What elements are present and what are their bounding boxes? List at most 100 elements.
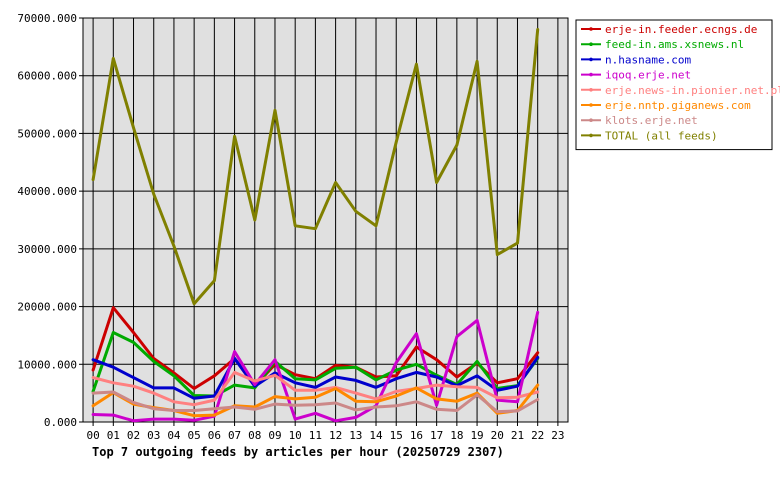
x-tick-label: 20	[491, 429, 504, 442]
data-point	[455, 375, 459, 379]
data-point	[516, 395, 519, 399]
data-point	[172, 374, 176, 378]
data-point	[172, 409, 176, 412]
data-point	[172, 371, 176, 375]
data-point	[132, 331, 135, 334]
data-point	[273, 358, 277, 361]
data-point	[314, 378, 317, 382]
data-point	[91, 404, 95, 408]
data-point	[91, 391, 95, 395]
data-point	[496, 410, 499, 413]
data-point	[435, 397, 438, 401]
y-tick-label: 10000.000	[17, 358, 77, 371]
legend-label: n.hasname.com	[605, 53, 691, 66]
data-point	[496, 398, 499, 402]
data-point	[253, 405, 256, 409]
data-point	[253, 383, 256, 386]
data-point	[536, 390, 539, 394]
data-point	[516, 409, 519, 413]
data-point	[233, 350, 236, 353]
x-tick-label: 04	[167, 429, 181, 442]
data-point	[374, 224, 378, 227]
data-point	[112, 57, 115, 60]
data-point	[213, 398, 216, 402]
data-point	[536, 28, 539, 31]
data-point	[334, 367, 337, 370]
data-point	[314, 389, 317, 392]
legend-label: feed-in.ams.xsnews.nl	[605, 38, 744, 51]
x-tick-label: 01	[107, 429, 120, 442]
data-point	[152, 386, 155, 390]
data-point	[172, 417, 176, 421]
data-point	[172, 386, 176, 390]
data-point	[192, 409, 196, 412]
data-point	[314, 386, 317, 389]
data-point	[435, 181, 438, 184]
data-point	[314, 395, 317, 399]
data-point	[395, 390, 398, 393]
data-point	[334, 364, 337, 367]
data-point	[112, 413, 115, 417]
data-point	[192, 419, 196, 422]
data-point	[273, 402, 277, 406]
chart-title: Top 7 outgoing feeds by articles per hou…	[92, 445, 504, 459]
data-point	[354, 365, 358, 369]
x-tick-label: 02	[127, 429, 140, 442]
x-tick-label: 10	[289, 429, 302, 442]
data-point	[395, 374, 398, 378]
y-tick-label: 60000.000	[17, 70, 77, 83]
x-tick-label: 05	[188, 429, 201, 442]
data-point	[354, 408, 358, 412]
data-point	[334, 375, 337, 379]
data-point	[435, 375, 438, 379]
data-point	[415, 332, 418, 335]
data-point	[152, 391, 155, 395]
legend-label: erje-in.feeder.ecngs.de	[605, 23, 757, 36]
data-point	[112, 331, 115, 334]
data-point	[435, 408, 438, 411]
data-point	[395, 404, 398, 408]
legend-marker	[589, 27, 593, 31]
x-tick-label: 22	[531, 429, 544, 442]
y-tick-label: 0.000	[44, 416, 77, 429]
data-point	[112, 381, 115, 384]
x-tick-label: 09	[268, 429, 281, 442]
data-point	[273, 109, 277, 112]
data-point	[395, 368, 398, 372]
data-point	[475, 319, 479, 322]
data-point	[334, 401, 337, 405]
data-point	[395, 361, 398, 364]
data-point	[152, 192, 155, 196]
data-point	[435, 358, 438, 361]
x-tick-label: 08	[248, 429, 261, 442]
legend-marker	[589, 57, 593, 62]
data-point	[273, 395, 277, 398]
x-tick-label: 18	[450, 429, 463, 442]
data-point	[233, 405, 236, 409]
data-point	[536, 398, 539, 401]
data-point	[112, 365, 115, 369]
x-tick-label: 03	[147, 429, 160, 442]
x-tick-label: 21	[511, 429, 524, 442]
data-point	[213, 374, 216, 378]
data-point	[435, 404, 438, 407]
data-point	[496, 396, 499, 399]
data-point	[496, 389, 499, 392]
data-point	[354, 391, 358, 395]
data-point	[192, 414, 196, 417]
data-point	[516, 377, 519, 380]
legend-label: erje.nntp.giganews.com	[605, 99, 751, 112]
data-point	[132, 401, 135, 404]
data-point	[496, 381, 499, 384]
data-point	[112, 390, 115, 394]
data-point	[293, 224, 297, 227]
x-tick-label: 06	[208, 429, 221, 442]
x-tick-label: 16	[410, 429, 423, 442]
x-tick-label: 07	[228, 429, 241, 442]
y-tick-label: 70000.000	[17, 12, 77, 25]
data-point	[395, 394, 398, 398]
data-point	[455, 385, 459, 388]
data-point	[415, 386, 418, 390]
data-point	[475, 60, 479, 63]
